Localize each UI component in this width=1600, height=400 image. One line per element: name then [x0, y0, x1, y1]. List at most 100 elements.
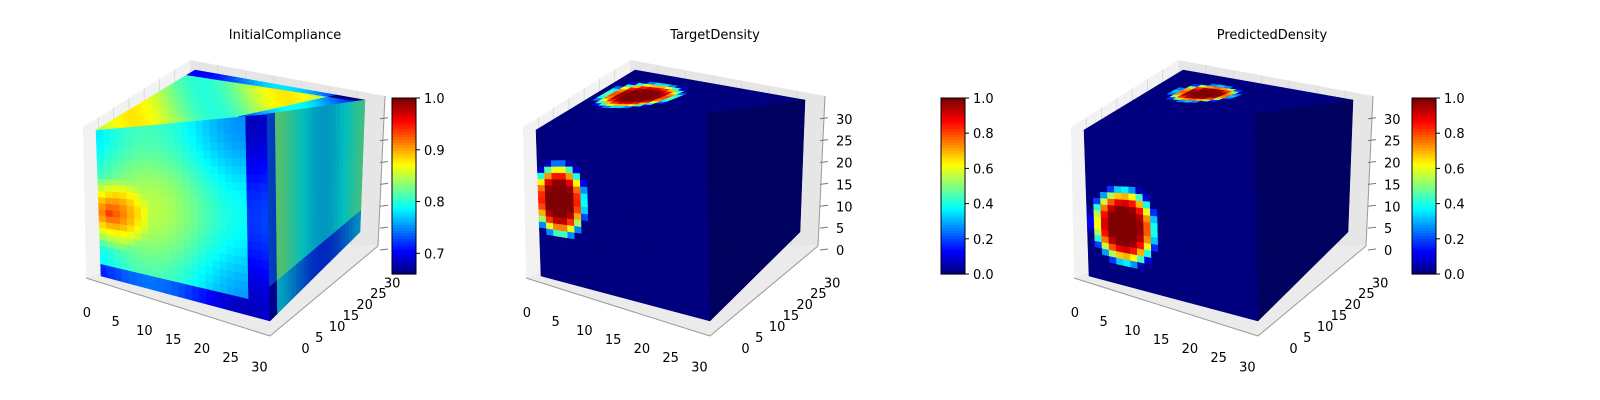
voxel-cell — [104, 166, 112, 173]
voxel-cell — [1141, 158, 1150, 167]
colorbar-segment — [392, 252, 416, 256]
voxel-cell — [182, 180, 191, 189]
voxel-cell — [658, 189, 666, 199]
voxel-cell — [209, 126, 218, 136]
voxel-cell — [614, 129, 623, 138]
voxel-cell — [239, 198, 248, 208]
voxel-cell — [1135, 179, 1143, 188]
voxel-cell — [140, 192, 149, 201]
voxel-cell — [1163, 173, 1172, 182]
voxel-cell — [239, 182, 248, 192]
voxel-cell — [1200, 259, 1209, 269]
voxel-cell — [614, 143, 623, 152]
voxel-cell — [1198, 142, 1206, 151]
voxel-cell — [1169, 128, 1178, 137]
voxel-cell — [679, 173, 687, 183]
colorbar-segment — [941, 136, 965, 140]
voxel-cell — [287, 125, 292, 136]
voxel-cell — [105, 221, 114, 230]
voxel-cell — [636, 188, 645, 197]
voxel-cell — [210, 157, 219, 167]
voxel-cell — [580, 186, 588, 194]
voxel-cell — [686, 215, 695, 225]
voxel-cell — [1192, 196, 1200, 206]
voxel-cell — [1100, 216, 1109, 225]
voxel-cell — [1107, 217, 1116, 226]
voxel-cell — [98, 208, 107, 217]
voxel-cell — [1249, 267, 1258, 279]
voxel-cell — [1148, 158, 1157, 167]
voxel-cell — [1177, 173, 1186, 182]
voxel-cell — [119, 198, 128, 206]
voxel-cell — [693, 173, 702, 184]
voxel-cell — [212, 259, 221, 269]
voxel-cell — [1086, 214, 1095, 223]
voxel-cell — [231, 124, 240, 134]
voxel-cell — [225, 213, 234, 223]
voxel-cell — [311, 127, 317, 137]
y-tick-label: 0 — [301, 342, 309, 357]
colorbar-segment — [941, 133, 965, 138]
voxel-cell — [558, 178, 567, 187]
voxel-cell — [650, 142, 658, 151]
voxel-cell — [1162, 129, 1171, 138]
voxel-cell — [97, 190, 106, 198]
voxel-cell — [1147, 123, 1156, 132]
voxel-cell — [629, 173, 638, 182]
voxel-cell — [311, 120, 317, 130]
z-tick-mark — [819, 139, 829, 142]
voxel-cell — [1258, 120, 1264, 131]
voxel-cell — [645, 242, 653, 252]
voxel-cell — [1213, 221, 1222, 231]
voxel-cell — [586, 172, 595, 181]
voxel-cell — [543, 153, 552, 161]
voxel-cell — [112, 191, 120, 199]
voxel-cell — [124, 133, 133, 141]
voxel-cell — [666, 237, 674, 248]
voxel-cell — [723, 134, 728, 145]
y-tick-label: 30 — [384, 276, 401, 291]
voxel-cell — [573, 205, 582, 214]
voxel-cell — [1149, 173, 1157, 181]
voxel-cell — [580, 206, 589, 215]
colorbar-segment — [392, 224, 416, 228]
voxel-cell — [197, 233, 206, 244]
voxel-cell — [723, 150, 729, 161]
voxel-cell — [595, 221, 604, 230]
voxel-cell — [119, 210, 128, 219]
voxel-cell — [348, 101, 354, 109]
voxel-cell — [637, 203, 646, 213]
voxel-cell — [1163, 194, 1172, 204]
voxel-cell — [119, 204, 128, 213]
voxel-cell — [239, 214, 248, 225]
z-tick-mark — [819, 182, 829, 185]
voxel-cell — [1259, 162, 1265, 174]
z-tick-mark — [379, 161, 389, 163]
voxel-cell — [739, 138, 744, 148]
voxel-cell — [714, 111, 720, 122]
voxel-cell — [545, 197, 553, 205]
panel-target-density: TargetDensity051015202530051015202530051… — [523, 28, 994, 375]
voxel-cell — [579, 166, 588, 174]
voxel-cell — [1105, 140, 1114, 148]
voxel-cell — [154, 179, 162, 188]
voxel-cell — [175, 187, 184, 196]
voxel-cell — [195, 127, 204, 137]
voxel-cell — [132, 159, 141, 167]
voxel-cell — [246, 207, 255, 217]
voxel-cell — [190, 203, 198, 212]
voxel-cell — [98, 220, 107, 229]
voxel-cell — [1205, 165, 1214, 175]
x-tick-label: 5 — [111, 315, 119, 330]
voxel-cell — [154, 200, 163, 209]
voxel-cell — [315, 119, 321, 129]
voxel-cell — [1126, 138, 1135, 147]
voxel-cell — [168, 165, 176, 174]
voxel-cell — [636, 180, 645, 190]
voxel-cell — [1235, 265, 1244, 276]
voxel-cell — [680, 239, 689, 250]
voxel-cell — [739, 130, 744, 140]
voxel-cell — [238, 124, 247, 134]
voxel-cell — [1114, 205, 1123, 213]
colorbar-segment — [392, 106, 416, 110]
